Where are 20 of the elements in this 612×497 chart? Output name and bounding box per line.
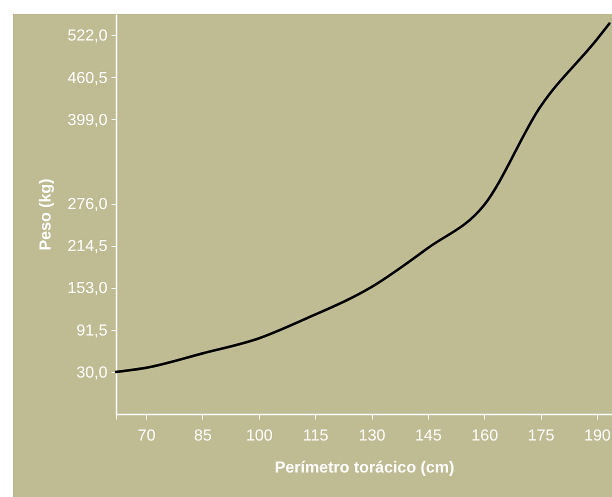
line-series: [114, 22, 611, 374]
y-tick-label: 30,0: [76, 364, 108, 382]
x-axis-title: Perímetro torácico (cm): [274, 460, 454, 476]
y-axis-title: Peso (kg): [37, 178, 54, 251]
x-tick-label: 145: [415, 428, 442, 444]
x-tick-label: 160: [471, 428, 498, 444]
x-tick-label: 175: [528, 428, 555, 444]
y-tick-label: 276,0: [67, 196, 108, 214]
y-tick-label: 91,5: [76, 322, 108, 340]
y-tick-label: 460,5: [67, 70, 108, 87]
x-tick-label: 190: [584, 428, 611, 444]
y-tick-label: 153,0: [67, 280, 108, 298]
x-tick-label: 115: [302, 428, 329, 444]
x-tick-label: 130: [358, 428, 386, 444]
y-tick-label: 522,0: [67, 28, 108, 45]
x-tick-label: 100: [246, 428, 273, 444]
y-tick-label: 399,0: [67, 112, 108, 129]
x-tick-label: 70: [138, 428, 156, 444]
y-tick-label: 214,5: [67, 238, 108, 256]
x-tick-label: 85: [194, 428, 212, 444]
